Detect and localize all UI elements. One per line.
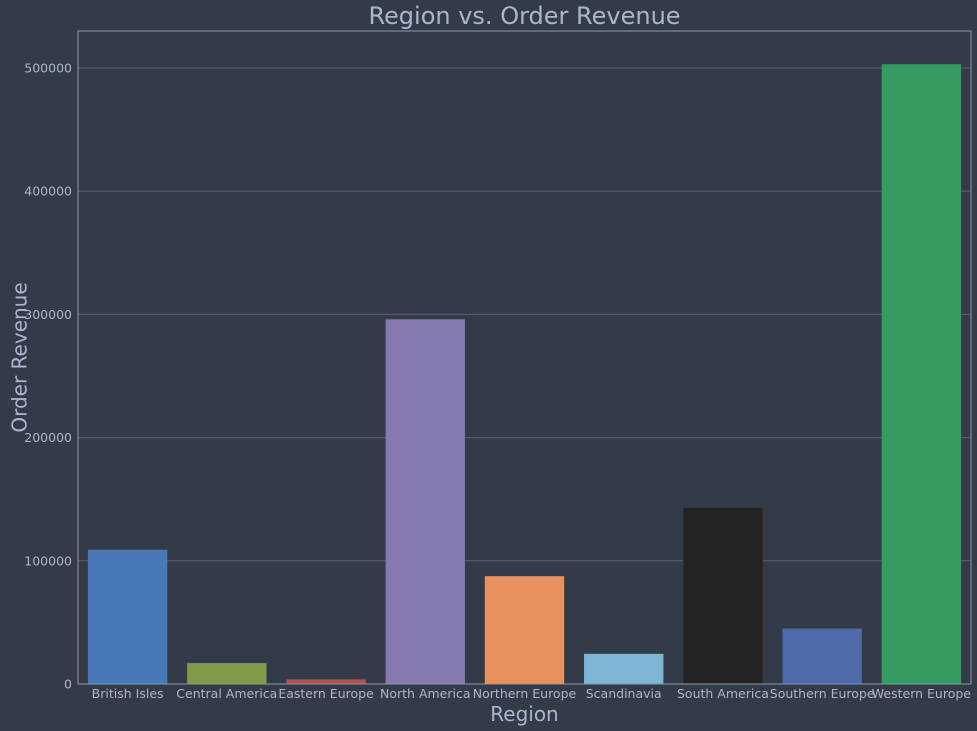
- bar: [87, 549, 168, 684]
- bar: [484, 576, 565, 684]
- x-tick-label: South America: [677, 686, 769, 701]
- bar: [782, 628, 862, 684]
- y-tick-label: 100000: [24, 553, 72, 568]
- y-tick-labels: 0 100000 200000 300000 400000 500000: [24, 60, 72, 691]
- bar: [584, 653, 664, 684]
- x-tick-labels: British Isles Central America Eastern Euro…: [92, 686, 972, 701]
- gridlines: [78, 67, 971, 562]
- y-tick-label: 400000: [24, 184, 72, 199]
- y-tick-label: 300000: [24, 307, 72, 322]
- bar: [286, 679, 366, 684]
- x-tick-label: Southern Europe: [770, 686, 875, 701]
- x-tick-label: Northern Europe: [473, 686, 577, 701]
- bars: [87, 64, 962, 684]
- x-tick-label: British Isles: [92, 686, 164, 701]
- x-tick-label: Western Europe: [872, 686, 972, 701]
- x-axis-label: Region: [490, 702, 558, 726]
- bar: [187, 663, 267, 684]
- x-tick-label: Central America: [176, 686, 277, 701]
- y-axis-label: Order Revenue: [8, 282, 32, 432]
- bar: [385, 319, 465, 684]
- x-tick-label: Scandinavia: [586, 686, 662, 701]
- bar: [683, 507, 763, 684]
- chart-title: Region vs. Order Revenue: [368, 2, 680, 30]
- x-tick-label: North America: [380, 686, 471, 701]
- plot-frame: [77, 30, 972, 685]
- y-tick-label: 0: [64, 677, 72, 692]
- y-tick-label: 200000: [24, 430, 72, 445]
- y-tick-label: 500000: [24, 60, 72, 75]
- x-tick-label: Eastern Europe: [278, 686, 374, 701]
- bar: [881, 64, 962, 684]
